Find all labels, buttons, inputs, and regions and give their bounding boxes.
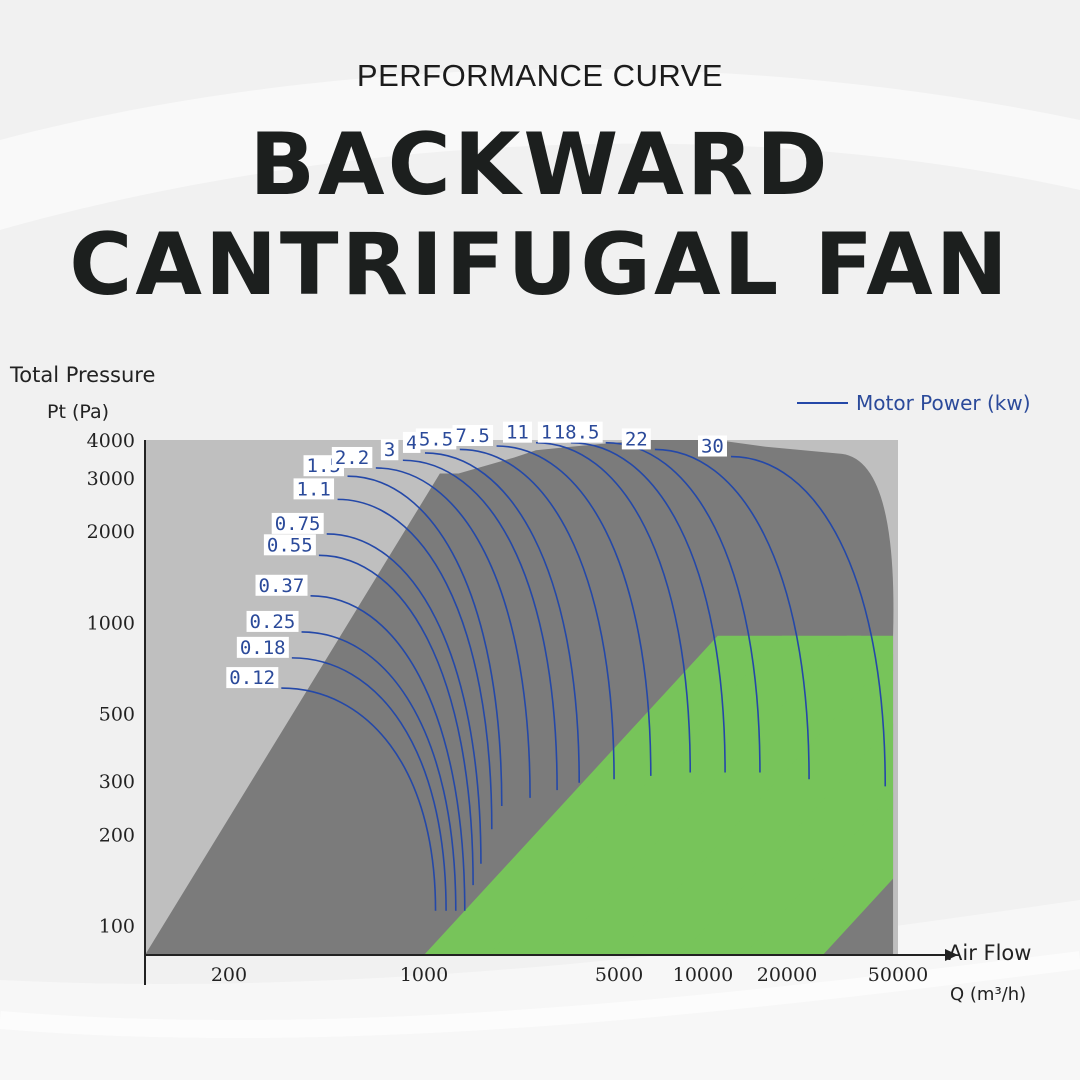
power-label-bg bbox=[226, 667, 279, 689]
x-tick-label: 50000 bbox=[868, 964, 928, 986]
y-tick-label: 300 bbox=[99, 771, 135, 793]
efficiency-band bbox=[488, 635, 862, 955]
power-label: 0.12 bbox=[229, 667, 275, 689]
y-tick-label: 4000 bbox=[87, 430, 135, 452]
power-label-bg bbox=[697, 435, 727, 457]
chart-curves bbox=[281, 441, 887, 911]
x-tick-label: 5000 bbox=[595, 964, 643, 986]
chart-labels: 0.120.180.250.370.550.751.11.52.2 3 4 5.5 7.… bbox=[226, 421, 727, 689]
power-curve bbox=[337, 498, 493, 830]
power-curve bbox=[402, 459, 558, 791]
efficiency-band bbox=[680, 635, 894, 955]
power-label-bg bbox=[415, 428, 457, 450]
y-tick-label: 3000 bbox=[87, 468, 135, 490]
y-tick-label: 100 bbox=[99, 916, 135, 938]
power-label-bg bbox=[271, 512, 324, 534]
power-label-bg bbox=[293, 478, 335, 500]
power-curve bbox=[310, 594, 466, 911]
power-curve bbox=[326, 533, 482, 864]
power-label: 30 bbox=[701, 436, 724, 458]
power-label: 0.25 bbox=[250, 611, 296, 633]
power-label: 5.5 bbox=[419, 428, 453, 450]
power-label-bg bbox=[255, 574, 308, 596]
power-curve bbox=[654, 448, 810, 780]
x-tick-label: 20000 bbox=[757, 964, 817, 986]
power-label-bg bbox=[263, 534, 316, 556]
y-axis-label: Total Pressure bbox=[9, 363, 155, 387]
power-label: 0.55 bbox=[267, 534, 313, 556]
y-tick-label: 2000 bbox=[87, 521, 135, 543]
x-tick-label: 200 bbox=[211, 964, 247, 986]
power-curve bbox=[281, 687, 437, 911]
y-tick-label: 1000 bbox=[87, 612, 135, 634]
power-label: 2.2 bbox=[335, 447, 369, 469]
power-curve bbox=[535, 441, 692, 773]
page-title-line2: CANTRIFUGAL FAN bbox=[69, 215, 1011, 315]
power-label: 3 bbox=[384, 439, 395, 461]
x-tick-label: 10000 bbox=[673, 964, 733, 986]
y-tick-label: 200 bbox=[99, 824, 135, 846]
efficiency-band bbox=[423, 635, 797, 955]
x-axis-arrow bbox=[945, 949, 958, 961]
x-tick-label: 1000 bbox=[400, 964, 448, 986]
power-label: 4 bbox=[406, 432, 417, 454]
power-label-bg bbox=[380, 439, 399, 461]
power-label: 0.37 bbox=[259, 575, 305, 597]
efficiency-band bbox=[553, 635, 894, 955]
x-axis-unit: Q (m³/h) bbox=[950, 984, 1026, 1005]
power-label-bg bbox=[452, 424, 494, 446]
power-curve bbox=[424, 452, 581, 783]
x-axis-label: Air Flow bbox=[948, 941, 1031, 965]
power-label: 22 bbox=[625, 428, 648, 450]
power-curve bbox=[301, 631, 457, 911]
power-label-bg bbox=[621, 428, 651, 450]
efficiency-band bbox=[743, 635, 894, 955]
legend-label: Motor Power (kw) bbox=[856, 391, 1031, 415]
efficiency-band bbox=[616, 635, 894, 955]
power-curve bbox=[496, 445, 652, 776]
power-curve bbox=[375, 467, 531, 798]
y-axis-unit: Pt (Pa) bbox=[47, 401, 109, 423]
chart-axes: 200 1000 5000 10000 20000 50000 100 200 300 500 10… bbox=[87, 430, 958, 986]
power-curve bbox=[459, 448, 615, 780]
power-label: 1.1 bbox=[297, 478, 331, 500]
power-curve bbox=[570, 441, 726, 773]
power-label-bg bbox=[236, 636, 289, 658]
power-label-bg bbox=[246, 610, 299, 632]
chart-regions bbox=[145, 440, 898, 955]
power-label-bg bbox=[550, 421, 603, 443]
power-label: 7.5 bbox=[456, 425, 490, 447]
chart-kicker: PERFORMANCE CURVE bbox=[356, 58, 724, 93]
power-label: 18.5 bbox=[554, 422, 600, 444]
power-label: 0.18 bbox=[240, 637, 286, 659]
power-label-bg bbox=[331, 446, 373, 468]
power-curve bbox=[318, 554, 474, 886]
power-label: 11 bbox=[506, 422, 529, 444]
power-curve bbox=[291, 657, 447, 911]
page-title-line1: BACKWARD bbox=[249, 115, 831, 215]
power-label: 0.75 bbox=[275, 513, 321, 535]
power-curve bbox=[730, 455, 887, 787]
power-label-bg bbox=[502, 421, 532, 443]
y-tick-label: 500 bbox=[99, 704, 135, 726]
power-curve bbox=[347, 475, 503, 807]
